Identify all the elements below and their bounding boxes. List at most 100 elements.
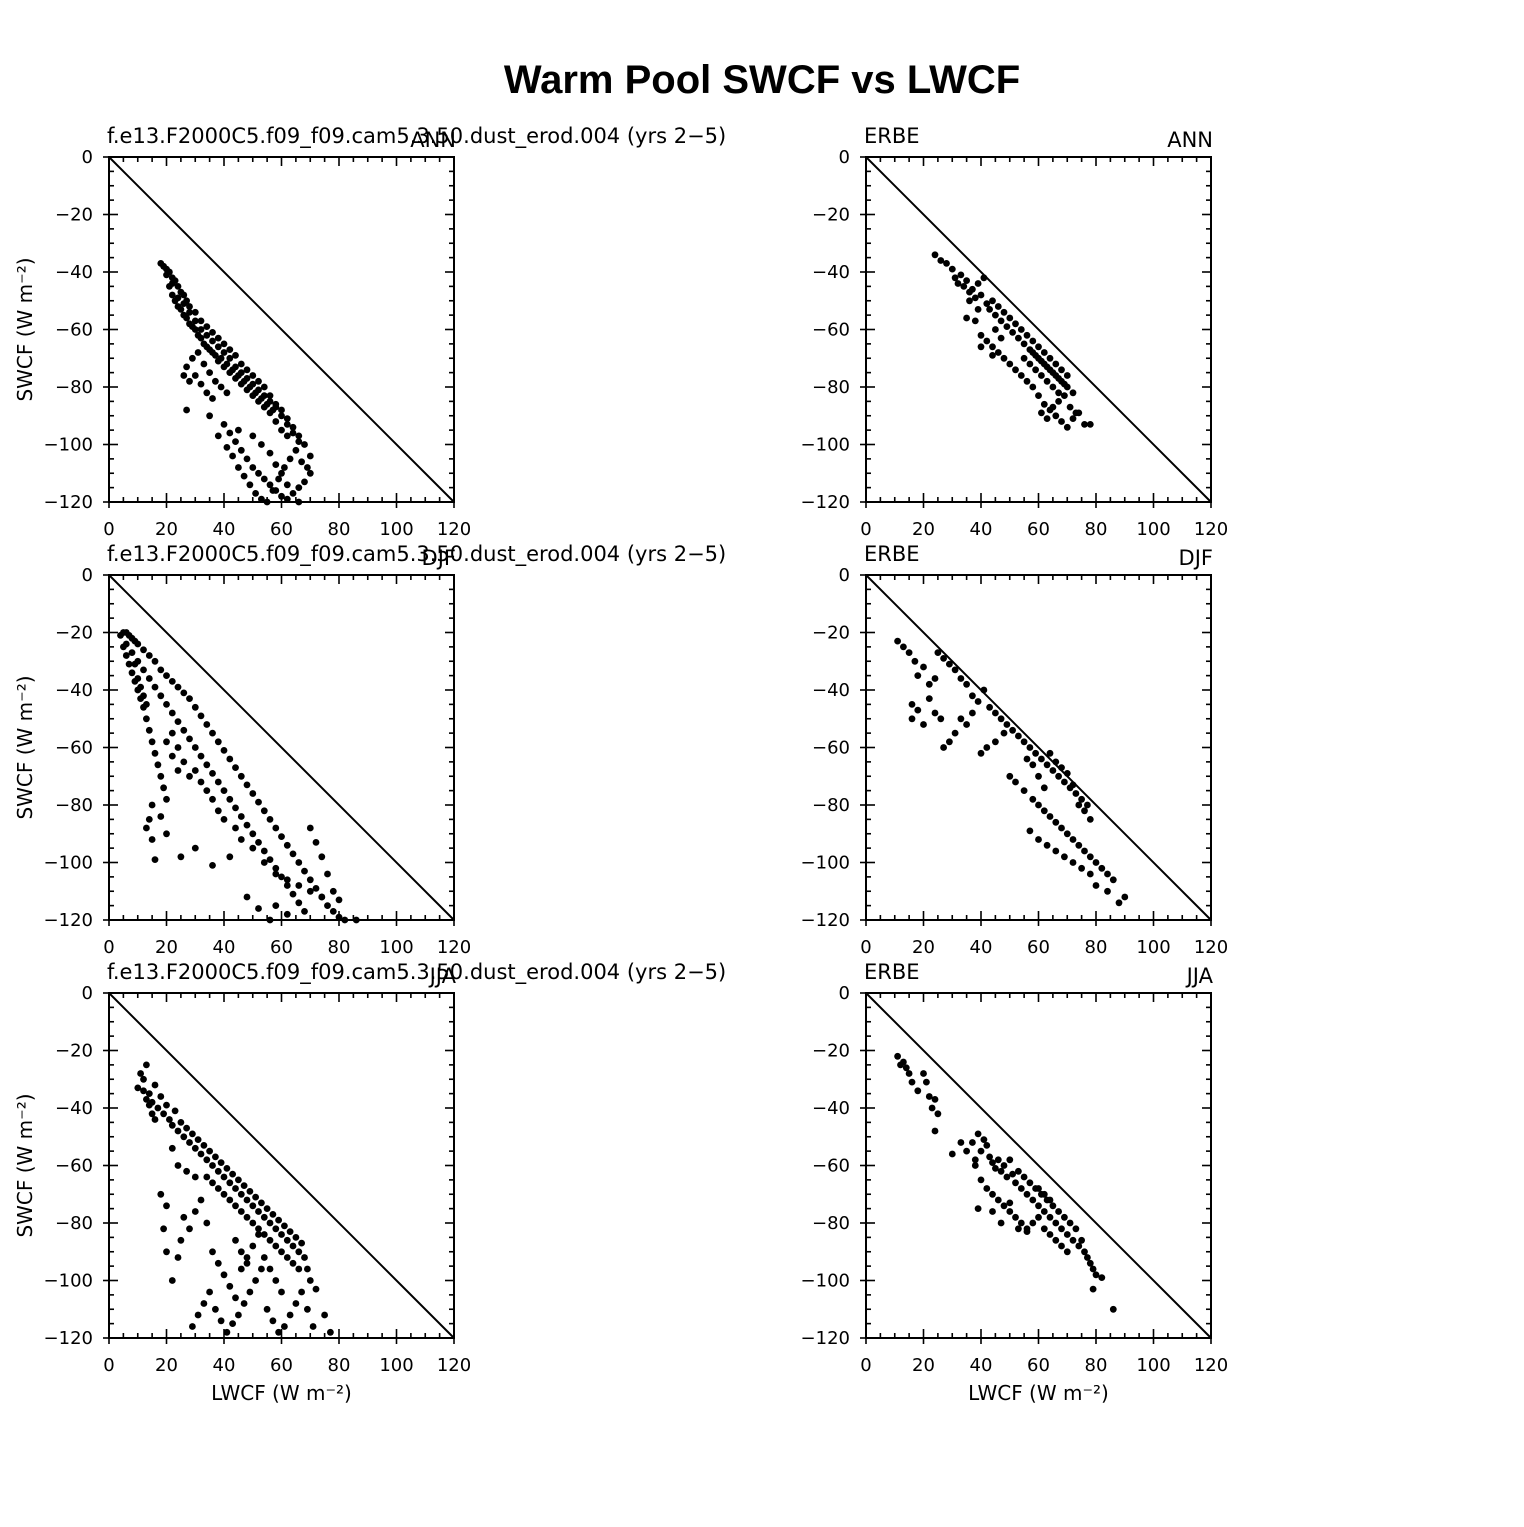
data-point [1006,1208,1014,1215]
data-point [226,853,234,861]
data-point [275,475,282,483]
data-point [1026,360,1034,368]
data-point [260,475,268,483]
data-point [209,395,216,402]
data-point [1035,801,1042,809]
data-point [977,1176,985,1184]
data-point [275,1328,282,1336]
data-point [1012,778,1019,786]
data-point [1035,1185,1042,1192]
data-point [1040,1208,1048,1215]
data-point [232,1294,239,1302]
data-point [260,807,268,815]
data-point [1058,418,1065,425]
panel-left-label: f.e13.F2000C5.f09_f09.cam5.3.50.dust_ero… [107,124,726,149]
data-point [283,432,291,440]
data-point [940,655,947,662]
x-tick-label: 100 [379,519,413,540]
data-point [278,492,285,500]
x-tick-label: 80 [1085,937,1108,958]
data-point [174,294,182,302]
x-tick-label: 100 [379,937,413,958]
data-point [931,251,939,259]
data-point [1049,1202,1057,1210]
data-point [269,487,277,494]
x-tick-label: 0 [103,519,114,540]
data-point [220,747,228,754]
data-point [214,738,222,746]
data-point [252,1277,259,1284]
data-point [191,703,199,711]
plot-frame [865,156,1212,503]
y-tick-label: −80 [812,1213,850,1234]
data-point [232,804,239,812]
x-tick-label: 40 [213,937,236,958]
data-point [177,1236,185,1244]
data-point [237,360,245,368]
data-point [905,649,913,656]
data-point [189,1323,196,1330]
data-point [186,308,193,316]
y-axis-label: SWCF (W m⁻²) [13,1093,37,1237]
data-point [194,1136,202,1143]
data-point [260,859,268,866]
data-point [1035,836,1042,843]
data-point [1061,1213,1068,1221]
data-point [1086,853,1094,861]
data-point [994,1156,1002,1164]
data-point [229,1320,237,1327]
data-point [249,372,257,379]
data-point [237,1265,245,1273]
data-point [226,795,234,803]
y-tick-label: 0 [839,565,850,586]
data-point [223,389,231,397]
data-point [980,1136,988,1143]
data-point [252,490,259,497]
data-point [289,1259,297,1267]
data-point [1049,767,1057,774]
data-point [266,481,274,489]
data-point [1081,421,1088,428]
data-point [295,899,303,907]
data-point [174,1254,182,1261]
data-point [145,675,153,682]
data-point [168,678,176,685]
data-point [1040,349,1048,356]
reference-line [865,156,1212,503]
y-tick-label: −60 [812,320,850,341]
data-point [951,666,959,674]
data-point [963,314,970,322]
data-point [145,1101,153,1109]
data-point [1023,331,1031,339]
data-point [989,297,996,305]
data-point [145,726,153,734]
data-point [1017,1219,1025,1227]
data-point [992,738,999,746]
data-point [994,349,1002,356]
data-point [191,308,199,316]
data-point [143,824,150,832]
data-point [1035,343,1042,351]
panels: 0 20 40 60 80 100 120 0 −20 −40 −60 −80 −100 −120 f.e1… [13,124,1228,1405]
data-point [148,1110,156,1118]
data-point [1098,864,1106,872]
data-point [992,1165,999,1172]
x-tick-label: 20 [155,519,178,540]
data-point [1063,372,1071,379]
data-point [235,1311,242,1319]
data-point [266,816,274,823]
data-point [209,1248,216,1256]
data-point [212,377,219,385]
data-point [229,1170,237,1178]
data-point [283,841,291,849]
data-point [237,1248,245,1256]
y-tick-label: −20 [812,205,850,226]
x-tick-label: 60 [270,937,293,958]
data-point [905,1070,913,1077]
data-point [209,337,216,345]
data-point [286,1311,294,1319]
x-tick-label: 40 [970,519,993,540]
data-point [260,1213,268,1221]
data-point [283,910,291,918]
data-point [177,853,185,861]
